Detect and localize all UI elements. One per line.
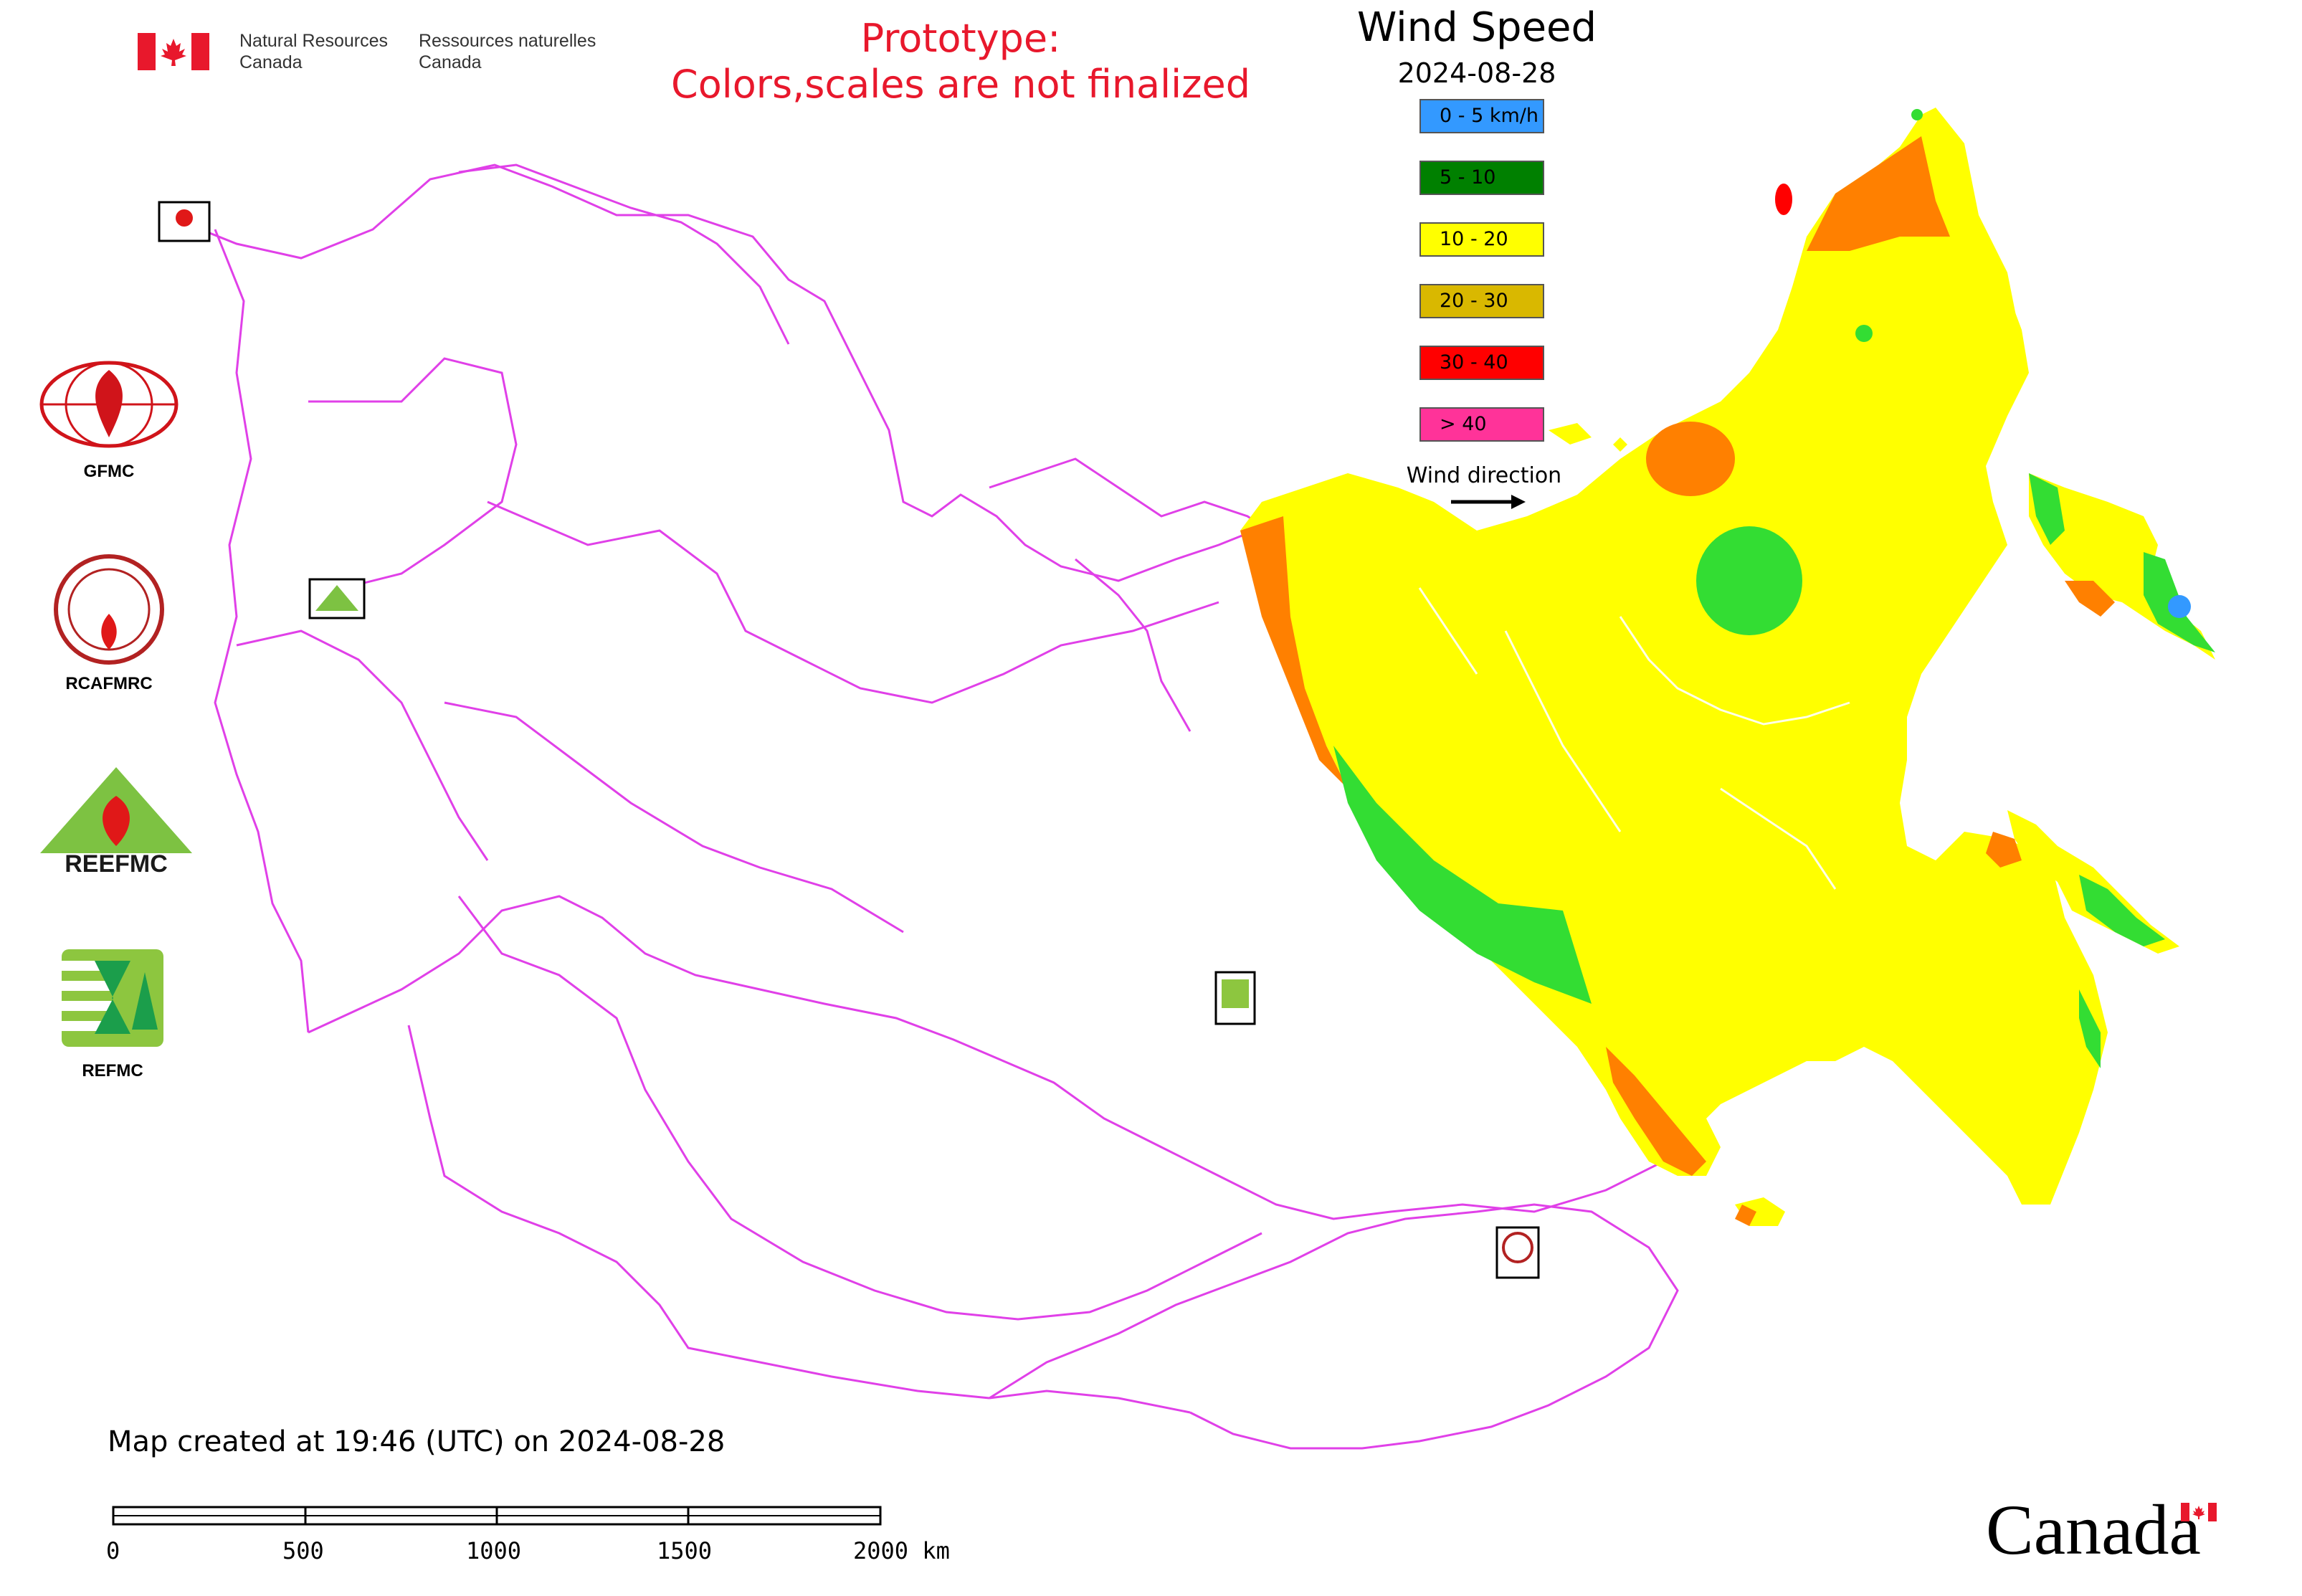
rivers [1418,587,1850,890]
legend-label: 30 - 40 [1440,351,1508,374]
legend-label: 20 - 30 [1440,290,1508,312]
canada-wordmark-text: Canada [1986,1490,2201,1569]
legend-item-20-30: 20 - 30 [1419,284,1544,318]
wordmark-flag-icon [2181,1503,2217,1521]
logo-reefmc: REEFMC [37,767,195,878]
scale-bar-graphic [112,1506,882,1526]
legend-date: 2024-08-28 [1397,57,1556,89]
agency-en-line1: Natural Resources [239,31,389,51]
scale-bar: 0 500 1000 1500 2000 km [106,1506,1116,1577]
logo-label-gfmc: GFMC [83,462,135,481]
zone-20-30-west [1240,516,1348,789]
legend: Wind Speed 2024-08-28 0 - 5 km/h 5 - 10 … [1333,4,1635,521]
logo-label-refmc: REFMC [82,1061,143,1080]
legend-label: 5 - 10 [1440,166,1496,189]
zone-5-10-band [1333,746,1592,1004]
scale-label-2000: 2000 km [853,1537,950,1564]
logo-label-rcafmrc: RCAFMRC [65,674,153,693]
map-created-text: Map created at 19:46 (UTC) on 2024-08-28 [108,1425,726,1458]
wind-direction-arrow-icon [1451,495,1526,509]
legend-label: 10 - 20 [1440,228,1508,250]
wind-zones [1240,108,2215,1226]
legend-item-0-5: 0 - 5 km/h [1419,99,1544,133]
prototype-line1: Prototype: [860,16,1061,61]
legend-label: 0 - 5 km/h [1440,105,1538,127]
legend-item-5-10: 5 - 10 [1419,161,1544,195]
map-markers [158,201,1540,1279]
logo-gfmc: GFMC [37,358,181,482]
agency-fr-line1: Ressources naturelles [419,31,596,51]
scale-label-1000: 1000 [466,1537,522,1564]
logo-refmc: REFMC [52,944,173,1081]
scale-label-500: 500 [282,1537,324,1564]
region-boundaries [164,163,1793,1450]
prototype-notice: Prototype: Colors,scales are not finaliz… [645,16,1276,108]
legend-label: > 40 [1440,413,1487,435]
rcafmrc-logo-icon [54,554,164,665]
legend-item-over-40: > 40 [1419,407,1544,442]
logo-rcafmrc: RCAFMRC [44,549,173,694]
scale-label-0: 0 [106,1537,120,1564]
agency-en-line2: Canada [239,52,303,72]
legend-title: Wind Speed [1356,4,1597,51]
canada-flag-icon [138,33,209,70]
wind-direction-label: Wind direction [1406,463,1562,488]
svg-text:REEFMC: REEFMC [65,850,168,875]
legend-item-30-40: 30 - 40 [1419,346,1544,380]
prototype-line2: Colors,scales are not finalized [671,62,1250,107]
agency-fr-line2: Canada [419,52,482,72]
zone-5-10-circle [1696,526,1802,635]
refmc-logo-icon [62,949,163,1047]
gfmc-logo-icon [39,361,179,448]
canada-wordmark: Canada [1986,1488,2230,1574]
reefmc-logo-icon: REEFMC [40,767,192,878]
legend-item-10-20: 10 - 20 [1419,222,1544,257]
scale-label-1500: 1500 [657,1537,713,1564]
